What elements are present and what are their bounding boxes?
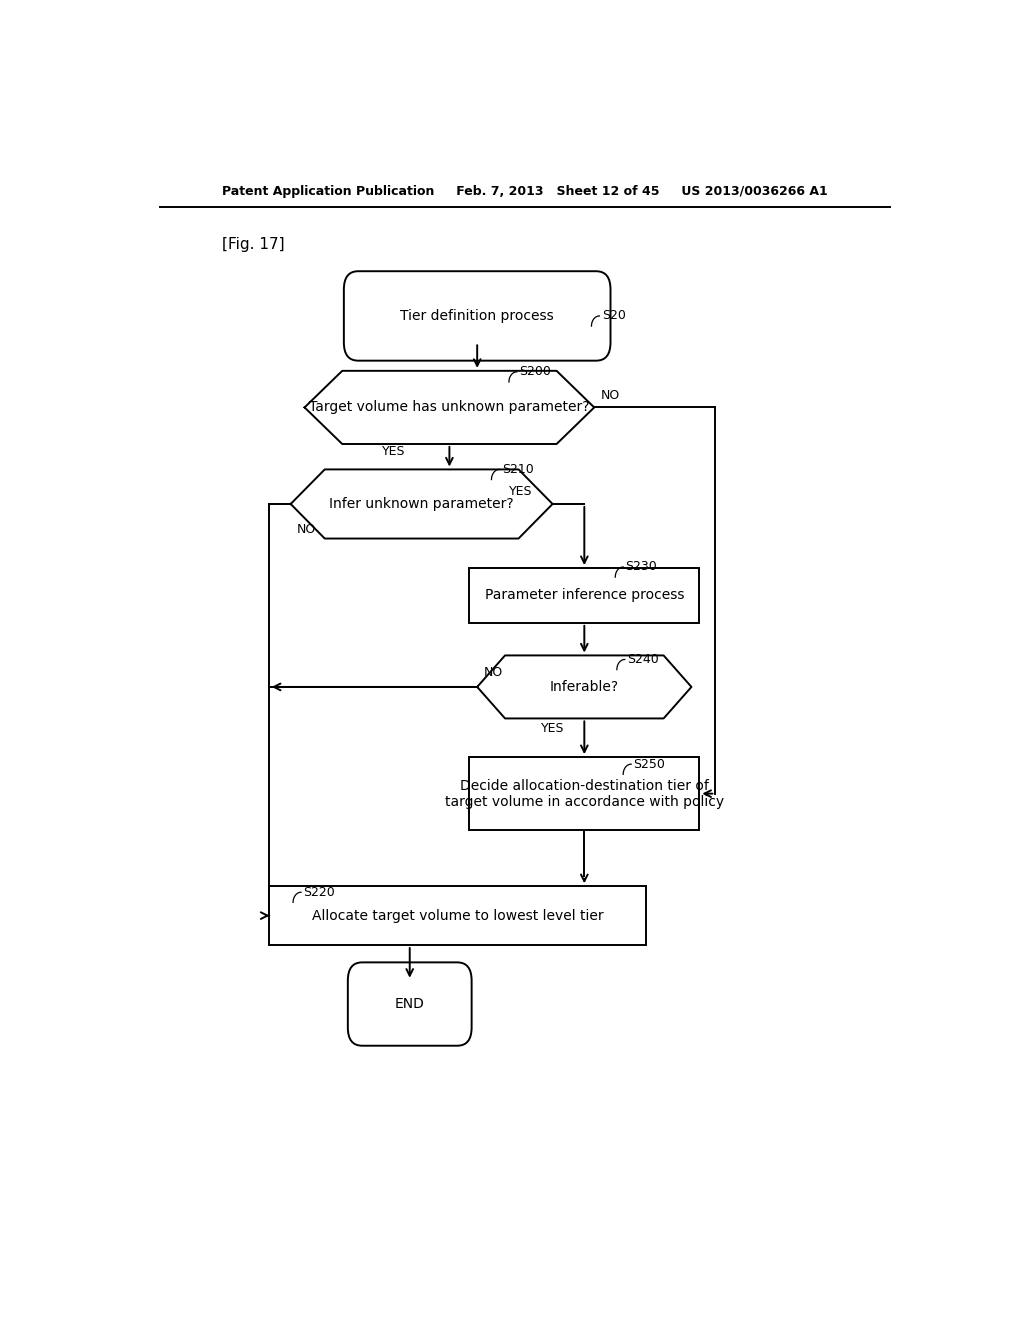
Text: YES: YES: [509, 486, 532, 498]
Text: Target volume has unknown parameter?: Target volume has unknown parameter?: [309, 400, 590, 414]
Text: END: END: [395, 997, 425, 1011]
Text: NO: NO: [297, 523, 316, 536]
Text: YES: YES: [382, 445, 406, 458]
Text: Inferable?: Inferable?: [550, 680, 618, 694]
Bar: [269, 886, 646, 945]
Text: S230: S230: [626, 561, 657, 573]
Text: S210: S210: [502, 463, 534, 477]
Text: Tier definition process: Tier definition process: [400, 309, 554, 323]
Text: NO: NO: [483, 667, 503, 680]
Text: S250: S250: [634, 758, 666, 771]
Text: S240: S240: [627, 653, 658, 667]
Polygon shape: [291, 470, 553, 539]
FancyBboxPatch shape: [344, 271, 610, 360]
Text: YES: YES: [541, 722, 564, 735]
Text: [Fig. 17]: [Fig. 17]: [221, 238, 285, 252]
Bar: [469, 758, 699, 830]
Text: Decide allocation-destination tier of
target volume in accordance with policy: Decide allocation-destination tier of ta…: [444, 779, 724, 809]
Polygon shape: [304, 371, 594, 444]
Text: Allocate target volume to lowest level tier: Allocate target volume to lowest level t…: [311, 908, 603, 923]
Bar: [469, 568, 699, 623]
Text: Parameter inference process: Parameter inference process: [484, 589, 684, 602]
Text: NO: NO: [601, 388, 620, 401]
FancyBboxPatch shape: [348, 962, 472, 1045]
Text: S200: S200: [519, 366, 551, 379]
Text: S220: S220: [303, 886, 335, 899]
Text: S20: S20: [602, 309, 626, 322]
Polygon shape: [477, 656, 691, 718]
Text: Infer unknown parameter?: Infer unknown parameter?: [330, 496, 514, 511]
Text: Patent Application Publication     Feb. 7, 2013   Sheet 12 of 45     US 2013/003: Patent Application Publication Feb. 7, 2…: [222, 185, 827, 198]
